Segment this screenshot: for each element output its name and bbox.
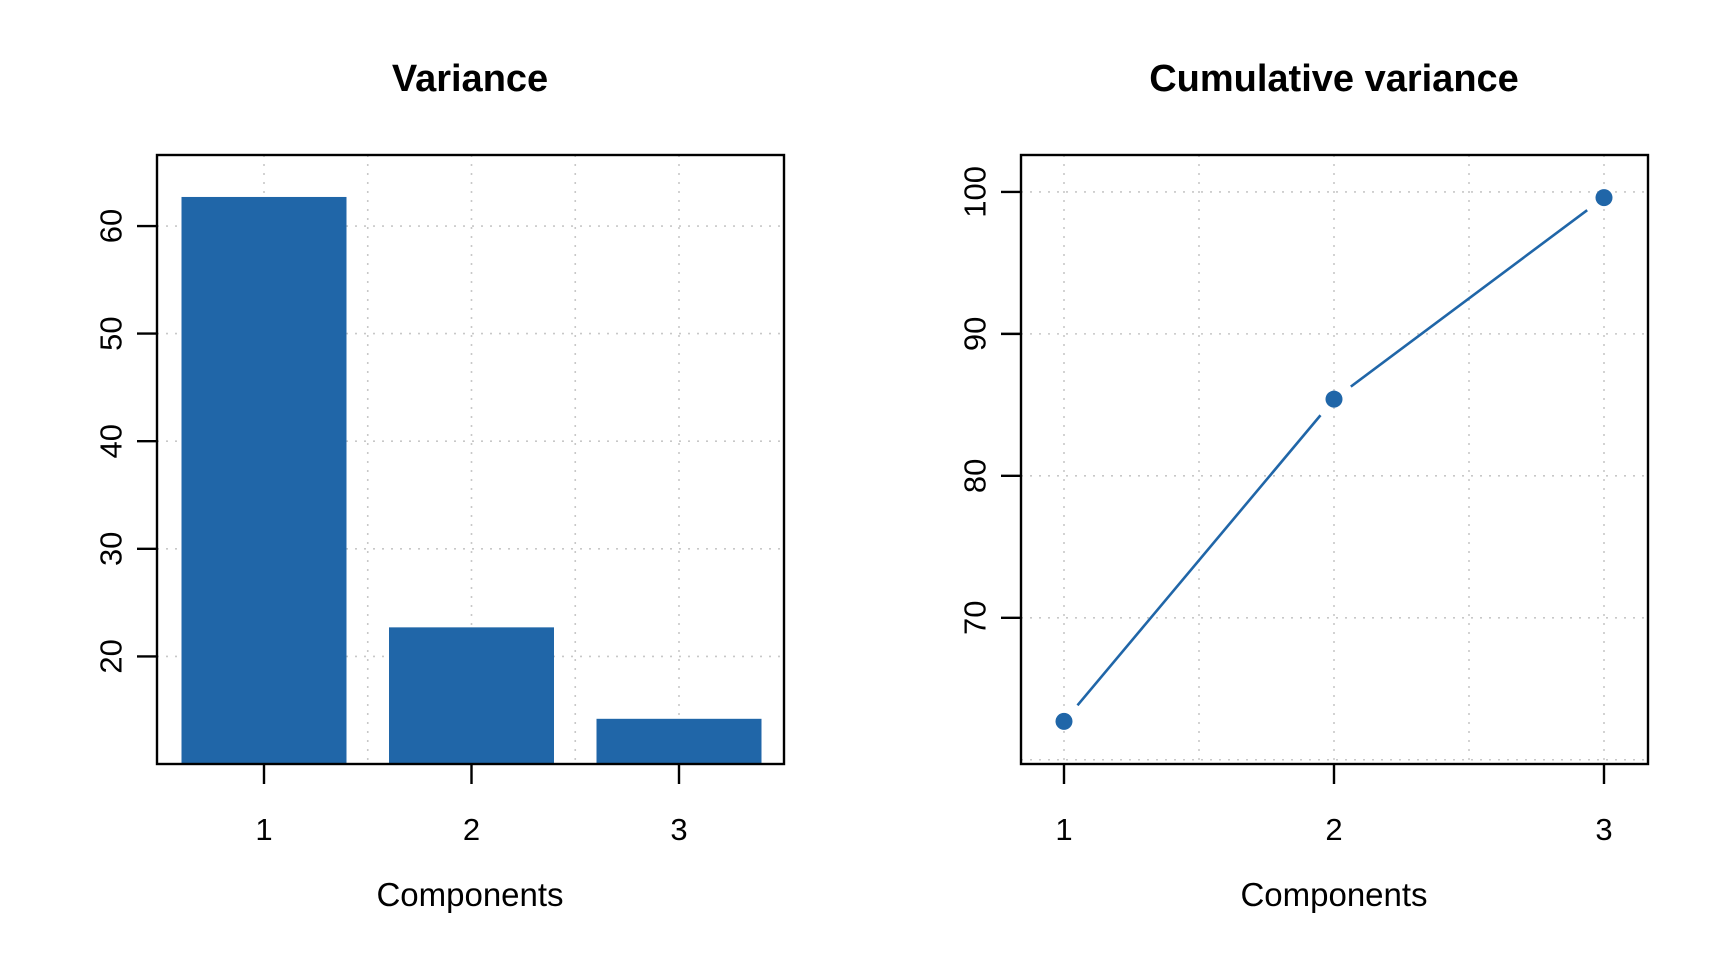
y-tick-label: 50 <box>94 316 129 350</box>
bar-component-2 <box>389 627 554 764</box>
y-tick-label: 40 <box>94 424 129 458</box>
bar-component-1 <box>181 196 347 764</box>
y-tick-label: 70 <box>958 601 993 635</box>
point-component-3 <box>1595 189 1613 207</box>
variance-bar-chart: 20 30 40 50 60 1 2 3 Variance Components <box>94 58 786 913</box>
point-component-1 <box>1055 712 1073 730</box>
chart-title-variance: Variance <box>392 58 548 100</box>
line-segment <box>1076 414 1322 707</box>
x-axis-label-cumulative: Components <box>1240 876 1427 913</box>
plot-area-variance: 20 30 40 50 60 1 2 3 <box>94 153 786 847</box>
y-tick-label: 30 <box>94 532 129 566</box>
y-tick-label: 80 <box>958 459 993 493</box>
x-tick-label: 1 <box>255 812 272 847</box>
x-tick-label: 3 <box>670 812 687 847</box>
x-tick-label: 3 <box>1595 812 1612 847</box>
bar-component-3 <box>596 718 762 764</box>
x-tick-label: 2 <box>463 812 480 847</box>
y-tick-label: 90 <box>958 317 993 351</box>
chart-title-cumulative: Cumulative variance <box>1149 58 1519 100</box>
x-axis-label-variance: Components <box>376 876 563 913</box>
plot-area-cumulative: 70 80 90 100 1 2 3 <box>958 153 1650 847</box>
point-component-2 <box>1325 390 1343 408</box>
cumulative-variance-line-chart: 70 80 90 100 1 2 3 Cumulative variance Compone… <box>958 58 1650 913</box>
line-segment <box>1350 209 1588 388</box>
y-tick-label: 20 <box>94 639 129 673</box>
x-tick-label: 2 <box>1325 812 1342 847</box>
y-tick-label: 100 <box>958 166 993 218</box>
y-tick-label: 60 <box>94 209 129 243</box>
x-tick-label: 1 <box>1055 812 1072 847</box>
